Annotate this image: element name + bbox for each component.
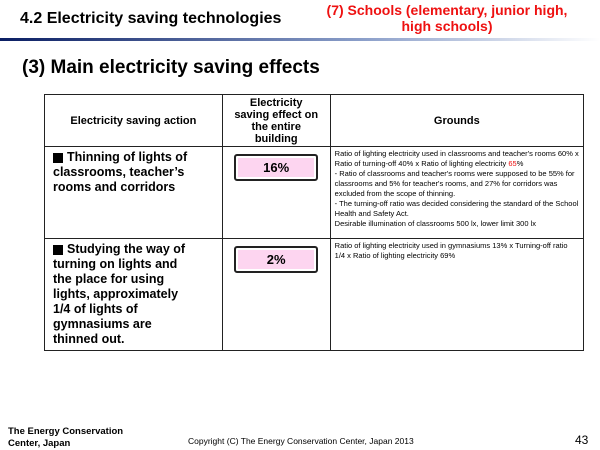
effect-value-badge: 16%: [234, 154, 319, 181]
slide-header: 4.2 Electricity saving technologies (7) …: [0, 0, 600, 42]
header-effect-line1: Electricity: [249, 96, 303, 109]
header-divider: [0, 38, 600, 41]
action-text-line: gymnasiums are: [53, 317, 152, 331]
section-title: (3) Main electricity saving effects: [22, 57, 320, 78]
slide-header-subtitle-line1: (7) Schools (elementary, junior high,: [326, 2, 568, 18]
page-number: 43: [575, 433, 589, 447]
footer-organization: The Energy Conservation Center, Japan: [8, 426, 123, 450]
action-text-line: Studying the way of: [67, 242, 186, 256]
effects-table: Electricity saving action Electricity sa…: [44, 94, 585, 351]
header-effect-line2: saving effect on: [234, 108, 319, 121]
action-cell: Thinning of lights of classrooms, teache…: [44, 146, 223, 239]
header-effect: Electricity saving effect on the entire …: [221, 94, 331, 147]
action-text-line: turning on lights and: [53, 257, 178, 271]
grounds-cell: Ratio of lighting electricity used in cl…: [329, 146, 585, 239]
bullet-square-icon: [53, 153, 63, 163]
footer-organization-line2: Center, Japan: [8, 438, 71, 449]
action-text-line: the place for using: [53, 272, 165, 286]
table-row: Studying the way of turning on lights an…: [44, 238, 585, 351]
grounds-text: - The turning-off ratio was decided cons…: [334, 199, 579, 218]
action-cell: Studying the way of turning on lights an…: [44, 238, 223, 351]
slide-header-subtitle-line2: high schools): [401, 18, 493, 34]
action-text-line: thinned out.: [53, 332, 125, 346]
effect-value-badge: 2%: [234, 246, 319, 273]
grounds-text: Desirable illumination of classrooms 500…: [334, 219, 536, 228]
grounds-text: %: [516, 159, 524, 168]
action-text-line: 1/4 of lights of: [53, 302, 138, 316]
slide-header-subtitle: (7) Schools (elementary, junior high, hi…: [302, 2, 592, 34]
action-text-line: classrooms, teacher’s: [53, 165, 185, 179]
footer-organization-line1: The Energy Conservation: [8, 426, 124, 437]
header-grounds: Grounds: [329, 94, 585, 147]
effect-cell: 2%: [221, 238, 331, 351]
slide-header-title: 4.2 Electricity saving technologies: [20, 10, 282, 27]
header-action: Electricity saving action: [44, 94, 223, 147]
bullet-square-icon: [53, 245, 63, 255]
action-text-line: lights, approximately: [53, 287, 179, 301]
grounds-text: Ratio of lighting electricity used in cl…: [334, 149, 579, 168]
effect-cell: 16%: [221, 146, 331, 239]
grounds-text: Ratio of lighting electricity used in gy…: [334, 241, 568, 260]
table-header-row: Electricity saving action Electricity sa…: [44, 94, 585, 147]
grounds-text: - Ratio of classrooms and teacher's room…: [334, 169, 575, 198]
table-row: Thinning of lights of classrooms, teache…: [44, 146, 585, 239]
footer-copyright: Copyright (C) The Energy Conservation Ce…: [188, 436, 414, 446]
action-text-line: Thinning of lights of: [67, 150, 188, 164]
header-effect-line3: the entire: [251, 120, 301, 133]
grounds-cell: Ratio of lighting electricity used in gy…: [329, 238, 585, 351]
header-effect-line4: building: [254, 132, 298, 145]
action-text-line: rooms and corridors: [53, 180, 176, 194]
grounds-highlight: 65: [508, 159, 517, 168]
